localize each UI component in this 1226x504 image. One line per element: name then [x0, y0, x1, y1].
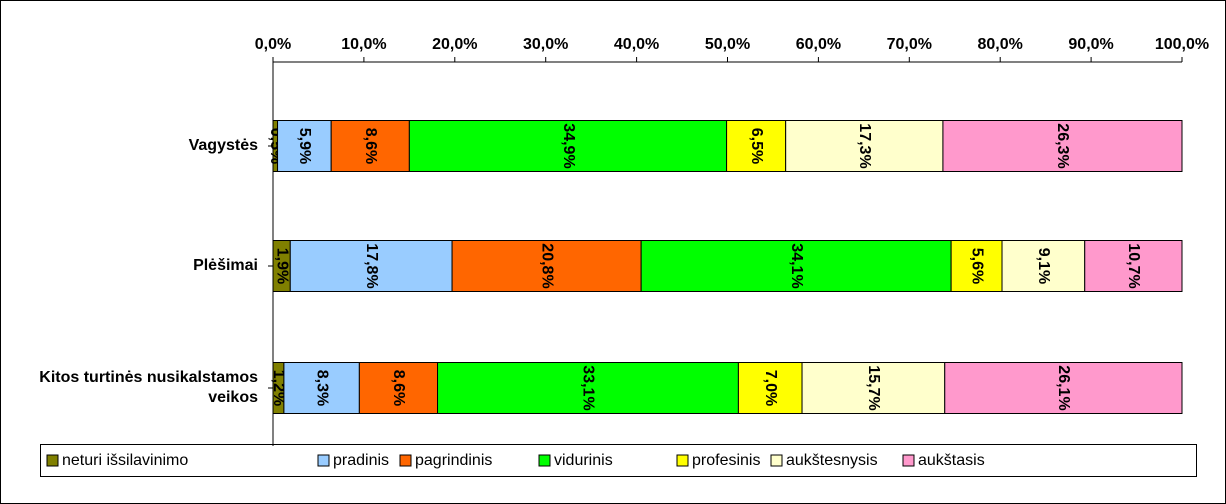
data-label: 10,7%: [1125, 243, 1142, 288]
legend-swatch: [770, 454, 783, 467]
legend-label: aukštesnysis: [786, 452, 878, 469]
data-label: 20,8%: [538, 243, 555, 288]
bar-segment: [726, 120, 787, 172]
legend-box: [40, 444, 1197, 477]
data-label: 6,5%: [748, 128, 765, 164]
data-label: 33,1%: [580, 365, 597, 410]
bar-segment: [801, 362, 946, 414]
data-label: 9,1%: [1035, 248, 1052, 284]
bar-segment: [1001, 240, 1086, 292]
bar-segment: [785, 120, 944, 172]
legend-swatch: [902, 454, 915, 467]
legend-label: vidurinis: [554, 452, 613, 469]
y-tick-label: Plėšimai: [193, 257, 258, 274]
legend-label: profesinis: [692, 452, 760, 469]
data-label: 8,3%: [313, 370, 330, 406]
legend-label: aukštasis: [918, 452, 985, 469]
data-label: 26,1%: [1055, 365, 1072, 410]
x-tick-label: 90,0%: [1068, 36, 1113, 53]
data-label: 17,8%: [363, 243, 380, 288]
legend-label: pagrindinis: [415, 452, 492, 469]
bar-segment: [944, 362, 1183, 414]
x-tick-label: 80,0%: [978, 36, 1023, 53]
x-tick-label: 20,0%: [432, 36, 477, 53]
bar-segment: [942, 120, 1183, 172]
bar-segment: [277, 120, 332, 172]
bar-segment: [289, 240, 453, 292]
bar-segment: [283, 362, 360, 414]
legend-swatch: [538, 454, 551, 467]
data-label: 34,1%: [788, 243, 805, 288]
data-label: 17,3%: [856, 123, 873, 168]
bar-segment: [1084, 240, 1183, 292]
bar-segment: [437, 362, 739, 414]
data-label: 1,9%: [273, 248, 290, 284]
x-tick-label: 10,0%: [341, 36, 386, 53]
x-tick-label: 70,0%: [887, 36, 932, 53]
legend-label: pradinis: [333, 452, 389, 469]
bar-segment: [408, 120, 728, 172]
legend-swatch: [676, 454, 689, 467]
data-label: 8,6%: [390, 370, 407, 406]
x-tick-label: 40,0%: [614, 36, 659, 53]
bar-segment: [358, 362, 439, 414]
data-label: 5,6%: [968, 248, 985, 284]
x-tick-label: 30,0%: [523, 36, 568, 53]
x-tick-label: 60,0%: [796, 36, 841, 53]
y-tick-label: Vagystės: [188, 137, 258, 154]
bar-segment: [640, 240, 952, 292]
y-tick-label: Kitos turtinės nusikalstamos veikos: [39, 369, 258, 406]
data-label: 15,7%: [865, 365, 882, 410]
data-label: 1,2%: [270, 370, 287, 406]
data-label: 5,9%: [296, 128, 313, 164]
x-tick-label: 100,0%: [1155, 36, 1209, 53]
legend-swatch: [46, 454, 59, 467]
data-label: 26,3%: [1054, 123, 1071, 168]
x-tick-label: 50,0%: [705, 36, 750, 53]
data-label: 7,0%: [762, 370, 779, 406]
data-label: 8,6%: [362, 128, 379, 164]
x-tick-label: 0,0%: [255, 36, 291, 53]
legend-label: neturi išsilavinimo: [62, 452, 188, 469]
legend-swatch: [317, 454, 330, 467]
bar-segment: [330, 120, 410, 172]
legend-swatch: [399, 454, 412, 467]
bar-segment: [451, 240, 642, 292]
data-label: 34,9%: [560, 123, 577, 168]
